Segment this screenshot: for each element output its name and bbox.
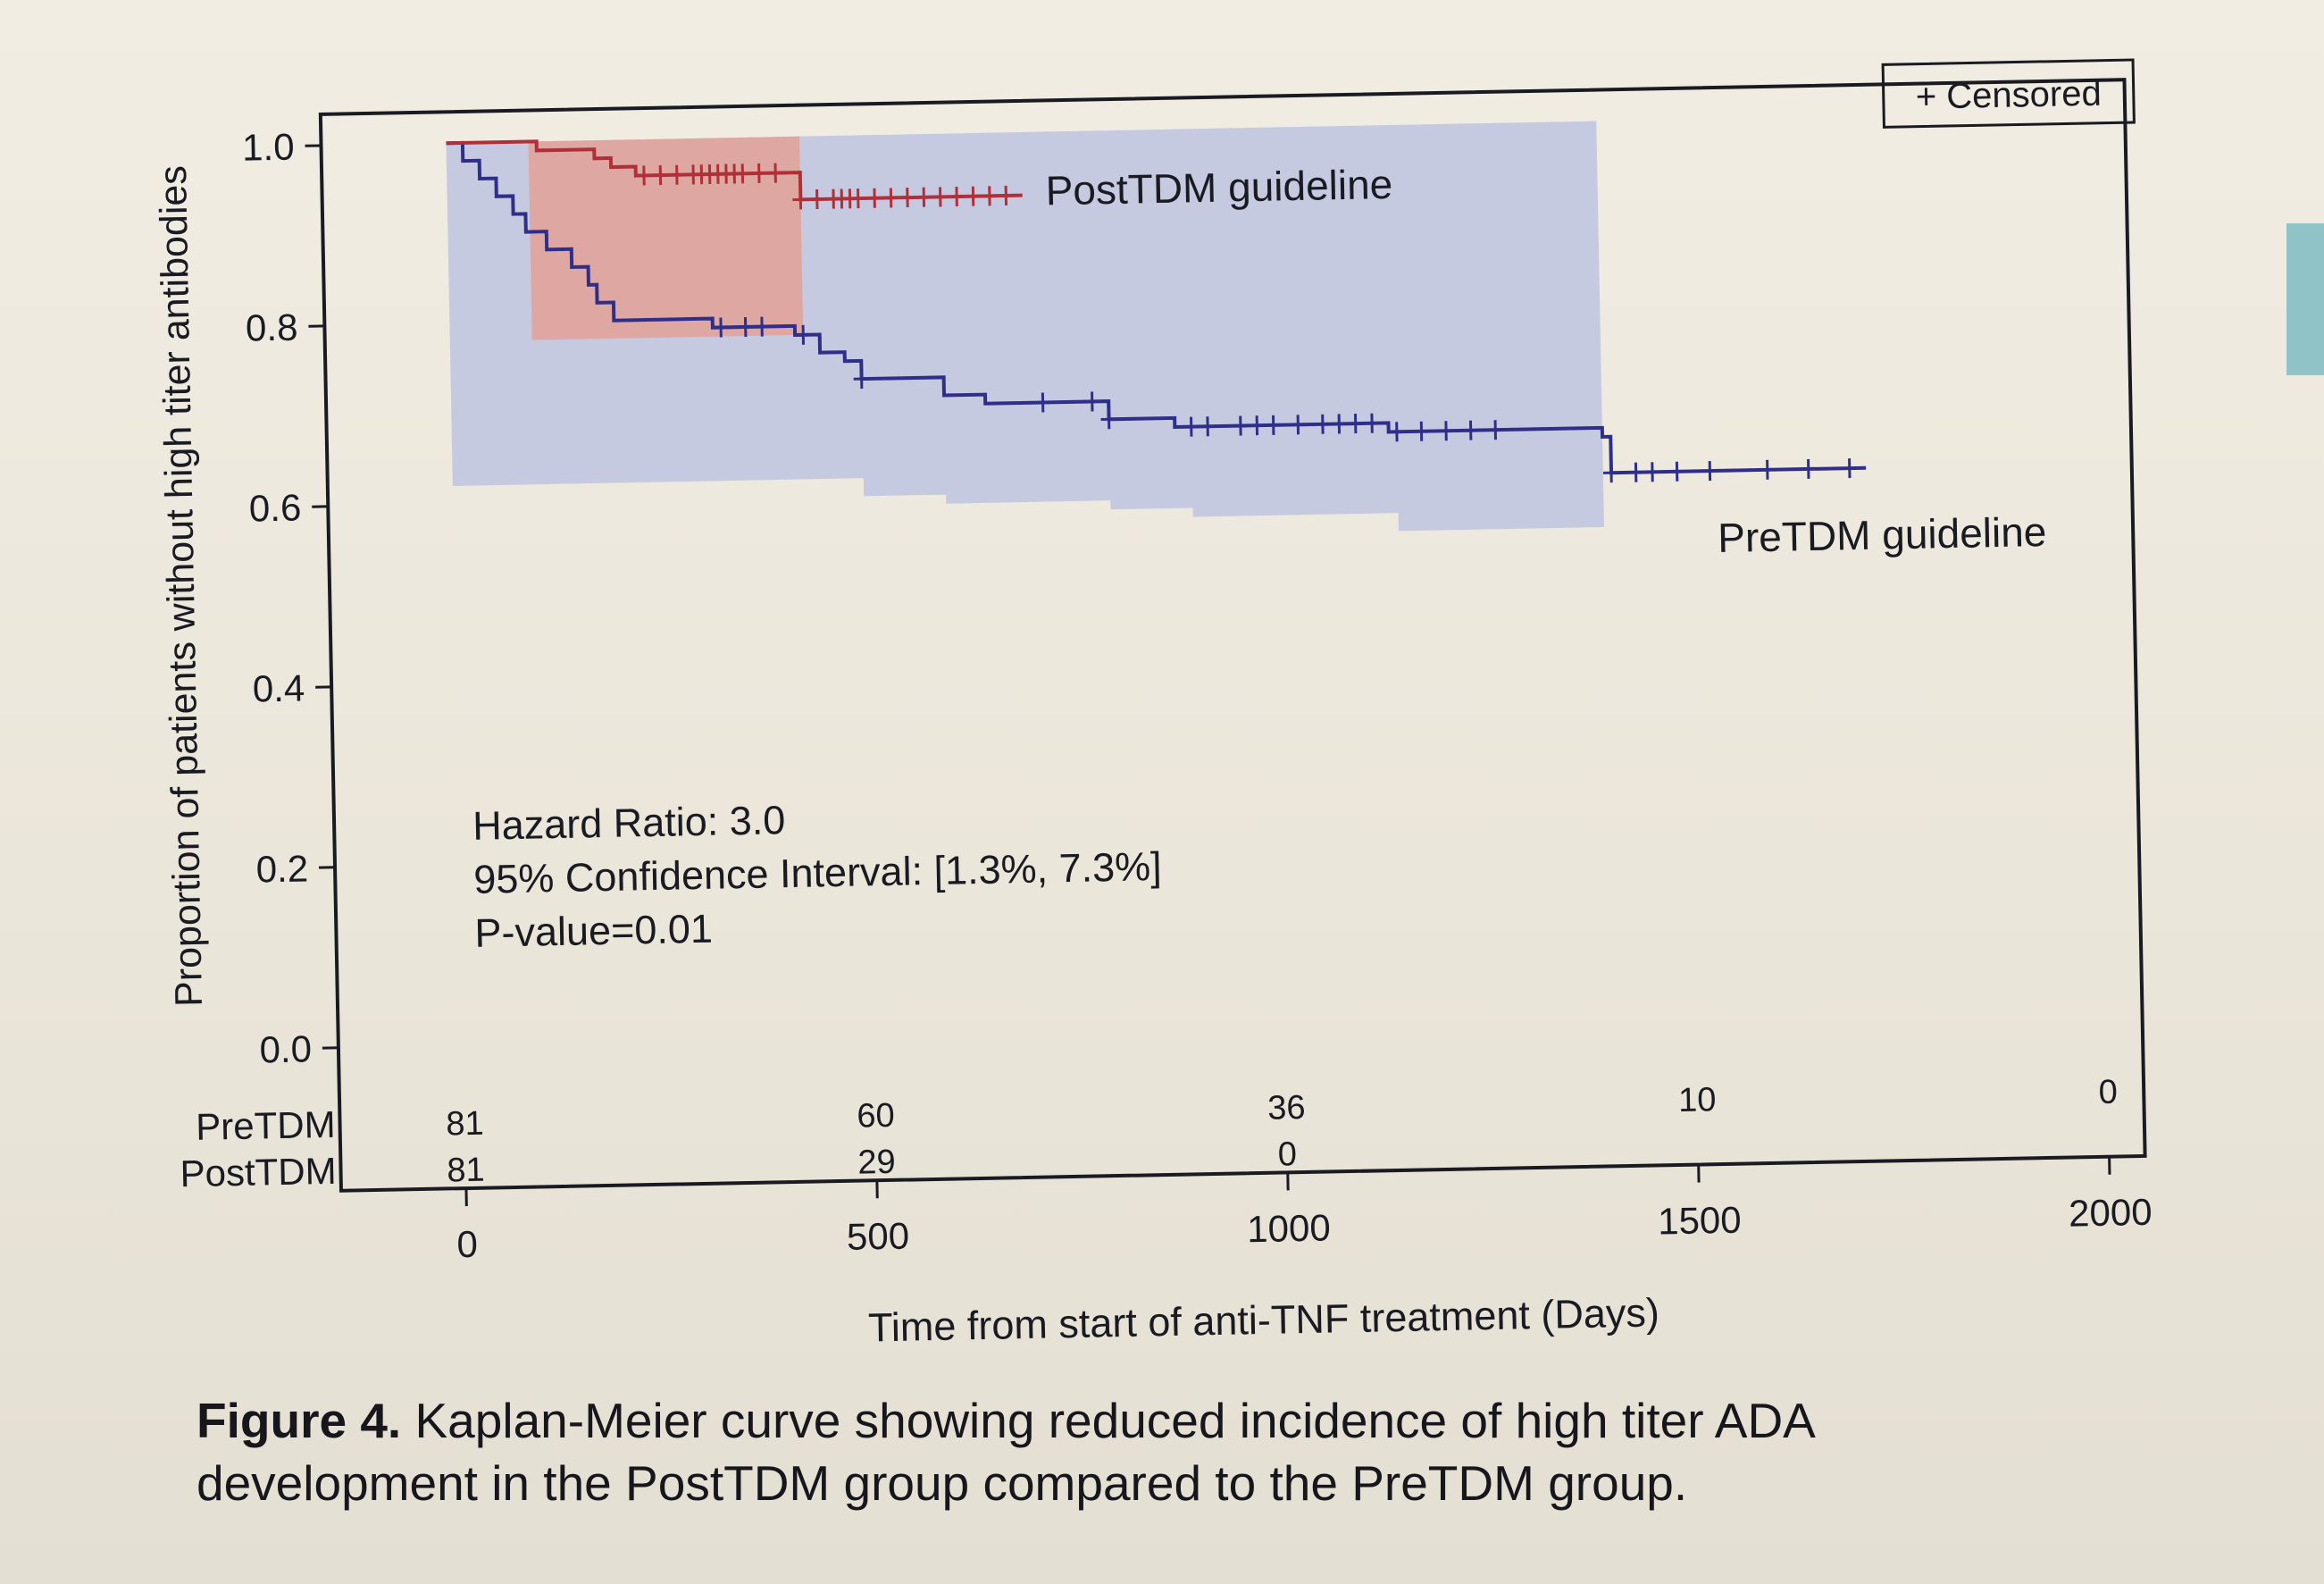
censor-mark-pretdm xyxy=(795,324,812,345)
censor-mark-posttdm xyxy=(808,189,825,210)
censor-mark-pretdm xyxy=(713,317,730,338)
survival-curves xyxy=(446,139,1867,475)
censor-mark-posttdm xyxy=(899,188,915,208)
at-risk-count: 81 xyxy=(446,1105,484,1144)
censor-mark-pretdm xyxy=(1438,421,1455,441)
x-tick-label: 1000 xyxy=(1247,1206,1331,1250)
at-risk-count: 10 xyxy=(1678,1081,1717,1119)
adjacent-panel-edge xyxy=(2286,223,2324,375)
censor-mark-posttdm xyxy=(792,189,809,210)
censor-marks xyxy=(635,163,1858,483)
y-tick-label: 0.0 xyxy=(259,1027,312,1070)
confidence-bands xyxy=(446,121,1604,532)
censor-mark-pretdm xyxy=(1083,391,1100,412)
censor-mark-pretdm xyxy=(1841,458,1858,479)
figure-caption-text: Kaplan-Meier curve showing reduced incid… xyxy=(196,1393,1813,1511)
censor-mark-pretdm xyxy=(1413,421,1430,441)
censor-mark-pretdm xyxy=(1643,462,1661,482)
censor-mark-posttdm xyxy=(652,165,669,186)
y-tick-label: 0.4 xyxy=(252,666,305,709)
p-value-text: P-value=0.01 xyxy=(474,906,713,956)
confidence-interval-text: 95% Confidence Interval: [1.3%, 7.3%] xyxy=(473,843,1162,902)
censor-mark-pretdm xyxy=(1331,414,1348,434)
censor-mark-posttdm xyxy=(915,187,932,207)
at-risk-table: PreTDM 81 60 36 10 0 PostTDM 81 29 0 xyxy=(180,1074,2118,1195)
censor-mark-posttdm xyxy=(668,164,685,185)
censor-mark-pretdm xyxy=(1800,458,1817,479)
figure-caption-label: Figure 4. xyxy=(196,1393,402,1448)
at-risk-count: 0 xyxy=(1277,1136,1297,1173)
censor-mark-posttdm xyxy=(998,185,1015,205)
censor-mark-pretdm xyxy=(1462,420,1479,440)
x-tick-label: 1500 xyxy=(1658,1199,1742,1243)
series-label-pretdm: PreTDM guideline xyxy=(1718,508,2047,561)
y-tick-label: 1.0 xyxy=(242,126,295,169)
hazard-ratio-text: Hazard Ratio: 3.0 xyxy=(472,797,786,849)
censor-mark-posttdm xyxy=(750,163,767,183)
survival-curve-posttdm xyxy=(446,139,1023,202)
x-axis-title: Time from start of anti-TNF treatment (D… xyxy=(868,1289,1660,1350)
censor-mark-pretdm xyxy=(1183,416,1200,437)
censor-mark-pretdm xyxy=(853,369,870,390)
censor-mark-posttdm xyxy=(882,188,899,208)
censor-mark-posttdm xyxy=(932,187,949,207)
censor-mark-posttdm xyxy=(965,186,982,206)
at-risk-count: 60 xyxy=(857,1097,895,1136)
y-axis-title: Proportion of patients without high tite… xyxy=(152,165,211,1008)
plot-frame xyxy=(318,78,2147,1193)
censor-mark-pretdm xyxy=(1249,415,1266,436)
legend-censored-label: + Censored xyxy=(1915,74,2102,117)
censor-mark-pretdm xyxy=(1347,414,1364,434)
y-tick-label: 0.6 xyxy=(248,486,301,529)
censor-mark-pretdm xyxy=(737,316,754,337)
censor-mark-pretdm xyxy=(1034,392,1051,413)
legend-box xyxy=(1881,58,2136,129)
x-tick-label: 2000 xyxy=(2069,1191,2153,1235)
at-risk-row-label-posttdm: PostTDM xyxy=(180,1150,337,1194)
censor-mark-posttdm xyxy=(767,163,784,183)
censor-mark-pretdm xyxy=(1759,459,1776,480)
censor-mark-pretdm xyxy=(1701,461,1718,482)
x-tick-label: 500 xyxy=(847,1215,910,1258)
x-axis: 0 500 1000 1500 2000 xyxy=(456,1156,2153,1265)
at-risk-count: 29 xyxy=(857,1144,896,1182)
figure-caption: Figure 4. Kaplan-Meier curve showing red… xyxy=(196,1389,2072,1514)
censor-mark-posttdm xyxy=(949,186,966,207)
censor-mark-pretdm xyxy=(1265,415,1282,435)
at-risk-row-label-pretdm: PreTDM xyxy=(196,1103,336,1148)
censor-mark-pretdm xyxy=(1364,413,1381,433)
censor-mark-pretdm xyxy=(1232,415,1249,436)
y-axis: 0.0 0.2 0.4 0.6 0.8 1.0 xyxy=(242,126,339,1070)
censor-mark-posttdm xyxy=(849,189,866,209)
censor-mark-pretdm xyxy=(754,316,771,337)
censor-mark-pretdm xyxy=(1602,463,1620,483)
series-label-posttdm: PostTDM guideline xyxy=(1045,161,1393,214)
censor-mark-posttdm xyxy=(981,186,998,206)
censor-mark-pretdm xyxy=(1100,409,1117,430)
ci-band-posttdm xyxy=(528,136,804,340)
y-tick-label: 0.8 xyxy=(246,306,298,348)
censor-mark-pretdm xyxy=(1290,415,1307,435)
censor-mark-posttdm xyxy=(866,188,883,208)
censor-mark-pretdm xyxy=(1314,414,1331,434)
censor-mark-pretdm xyxy=(1487,420,1504,440)
censor-mark-posttdm xyxy=(635,165,653,186)
censor-mark-pretdm xyxy=(1668,461,1685,482)
survival-curve-pretdm xyxy=(446,140,1867,475)
censor-mark-posttdm xyxy=(734,163,751,184)
at-risk-count: 0 xyxy=(2098,1074,2118,1111)
censor-mark-pretdm xyxy=(1200,416,1216,437)
y-tick-label: 0.2 xyxy=(255,847,308,890)
at-risk-count: 81 xyxy=(447,1152,485,1190)
chart-group: 0.00.20.40.60.81.0 0 500 1000 1500 2000 PreT… xyxy=(152,58,2153,1350)
censor-mark-pretdm xyxy=(1388,422,1405,442)
censor-mark-pretdm xyxy=(1627,462,1644,482)
at-risk-count: 36 xyxy=(1267,1089,1306,1127)
x-tick-label: 0 xyxy=(456,1223,478,1265)
